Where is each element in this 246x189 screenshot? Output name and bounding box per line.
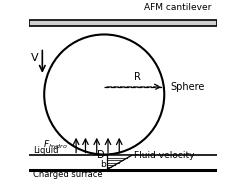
Text: D: D [97,150,104,160]
Text: Liquid: Liquid [33,146,59,155]
Text: Fluid velocity: Fluid velocity [134,151,195,160]
Text: Charged surface: Charged surface [33,170,103,179]
Bar [29,20,217,26]
Text: $F_{hydro}$: $F_{hydro}$ [44,139,69,152]
Text: R: R [134,72,141,82]
Text: b: b [100,160,106,169]
Text: Sphere: Sphere [170,82,204,92]
Text: AFM cantilever: AFM cantilever [144,3,211,12]
Text: V: V [31,53,39,63]
